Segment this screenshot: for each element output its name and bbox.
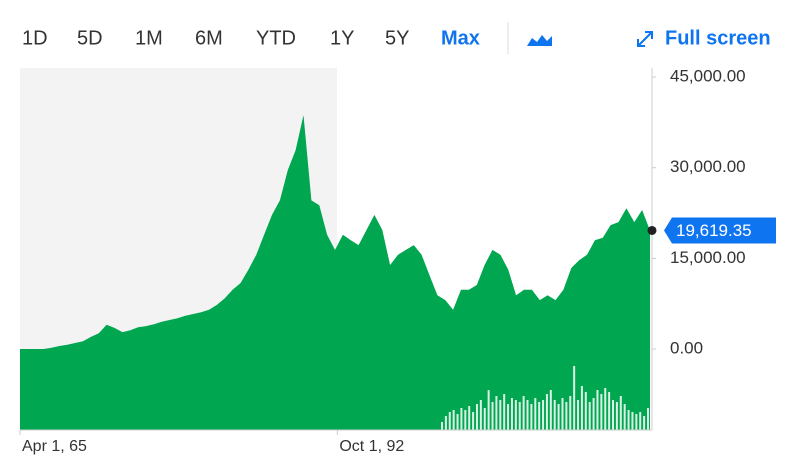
x-tick-label: Oct 1, 92: [339, 438, 404, 455]
volume-bar: [584, 392, 587, 430]
volume-bar: [499, 400, 502, 430]
volume-bar: [627, 410, 630, 430]
volume-bar: [460, 408, 463, 430]
range-button[interactable]: 5D: [77, 27, 103, 49]
y-tick-label: 0.00: [670, 339, 703, 358]
volume-bar: [491, 402, 494, 430]
volume-bar: [573, 366, 576, 430]
volume-bar: [518, 402, 521, 430]
volume-bar: [444, 416, 447, 430]
volume-bar: [514, 400, 517, 430]
range-button[interactable]: 1M: [135, 27, 163, 49]
volume-bar: [456, 414, 459, 430]
full-screen-icon[interactable]: [637, 31, 653, 47]
volume-bar: [569, 396, 572, 430]
volume-bar: [534, 398, 537, 430]
x-tick-label: Apr 1, 65: [22, 438, 87, 455]
price-area: [20, 115, 650, 430]
current-badge: [664, 217, 776, 244]
volume-bar: [580, 386, 583, 430]
y-tick-label: 15,000.00: [670, 248, 746, 267]
volume-bar: [475, 404, 478, 430]
range-button[interactable]: Max: [441, 27, 480, 49]
volume-bar: [623, 404, 626, 430]
volume-bar: [615, 402, 618, 430]
volume-bar: [483, 408, 486, 430]
volume-bar: [592, 398, 595, 430]
volume-bar: [561, 398, 564, 430]
volume-bar: [600, 394, 603, 430]
volume-bar: [503, 394, 506, 430]
range-button[interactable]: YTD: [256, 27, 296, 49]
volume-bar: [479, 400, 482, 430]
volume-bar: [530, 404, 533, 430]
full-screen-button[interactable]: Full screen: [665, 27, 771, 49]
volume-bar: [608, 392, 611, 430]
volume-bar: [468, 406, 471, 430]
volume-bar: [604, 388, 607, 430]
y-tick-label: 45,000.00: [670, 67, 746, 86]
y-tick-label: 30,000.00: [670, 157, 746, 176]
chart-type-button[interactable]: [527, 35, 552, 46]
range-button[interactable]: 6M: [195, 27, 223, 49]
volume-bar: [452, 410, 455, 430]
volume-bar: [631, 412, 634, 430]
volume-bar: [588, 402, 591, 430]
volume-bar: [441, 422, 443, 430]
volume-bar: [545, 394, 548, 430]
volume-bar: [619, 396, 622, 430]
volume-bar: [538, 402, 541, 430]
plot: 0.00 15,000.00 30,000.00 45,000.00 Apr 1, 65…: [19, 67, 776, 455]
volume-bar: [643, 416, 646, 430]
volume-bar: [507, 404, 510, 430]
volume-bar: [464, 410, 467, 430]
volume-bar: [612, 400, 615, 430]
volume-bar: [565, 402, 568, 430]
volume-bar: [549, 390, 552, 430]
range-button[interactable]: 1D: [22, 27, 48, 49]
volume-bar: [526, 400, 529, 430]
volume-bar: [522, 396, 525, 430]
volume-bar: [596, 390, 599, 430]
volume-bar: [635, 414, 638, 430]
volume-bar: [557, 404, 560, 430]
volume-bar: [510, 398, 513, 430]
current-point: [647, 225, 657, 235]
range-button[interactable]: 5Y: [385, 27, 409, 49]
volume-bar: [639, 412, 642, 430]
volume-bar: [553, 400, 556, 430]
toolbar: 1D 5D 1M 6M YTD 1Y 5Y Max: [22, 27, 480, 49]
volume-bar: [487, 390, 490, 430]
volume-bar: [542, 400, 545, 430]
volume-bar: [495, 396, 498, 430]
volume-bar: [577, 400, 580, 430]
range-button[interactable]: 1Y: [330, 27, 354, 49]
current-value-label: 19,619.35: [676, 221, 752, 240]
volume-bar: [448, 412, 451, 430]
volume-bar: [472, 412, 475, 430]
volume-bar: [647, 408, 649, 430]
